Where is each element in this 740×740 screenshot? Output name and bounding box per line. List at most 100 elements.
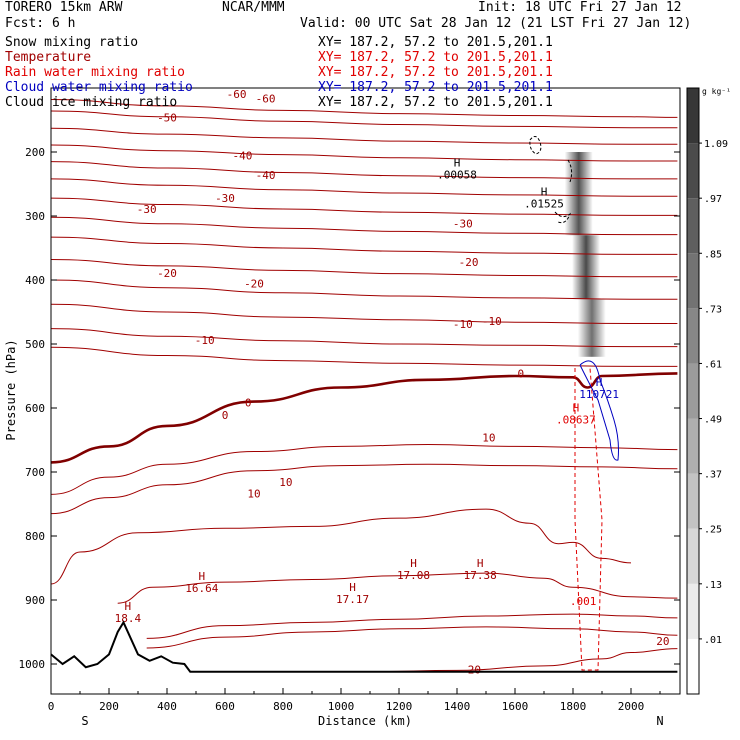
y-tick-label: 600 [25, 402, 45, 415]
x-tick-label: 600 [215, 700, 235, 713]
isotherm [51, 443, 678, 495]
high-marker: H [454, 157, 461, 170]
terrain-line [50, 620, 678, 673]
high-marker: H [410, 557, 417, 570]
isotherm-label: -60 [256, 93, 276, 106]
isotherm-label: 10 [279, 476, 292, 489]
x-tick-label: 1200 [386, 700, 413, 713]
isotherm [51, 110, 678, 129]
high-value: .00058 [437, 169, 477, 182]
snow-shade-band [572, 235, 601, 300]
high-value: .08637 [556, 414, 596, 427]
colorbar-frame [686, 87, 700, 695]
contour-labels: -60 -60-50-40-40-30-30-30-20-20-20-10 -10-… [115, 88, 670, 676]
colorbar-unit: g kg⁻¹ [702, 87, 731, 96]
isotherm [51, 144, 678, 162]
init-time: Init: 18 UTC Fri 27 Jan 12 [478, 0, 682, 15]
isotherm [51, 178, 678, 197]
isotherm [51, 99, 678, 118]
x-tick-label: 800 [273, 700, 293, 713]
temperature-contours [51, 99, 678, 673]
isotherm [117, 572, 678, 604]
isotherm-label: -40 [232, 150, 252, 163]
x-tick-label: 400 [157, 700, 177, 713]
isotherm [51, 197, 678, 216]
y-tick-label: 200 [25, 146, 45, 159]
x-tick-label: 0 [48, 700, 55, 713]
isotherm [51, 127, 678, 145]
isotherm-label: -30 [215, 192, 235, 205]
x-tick-label: 1600 [502, 700, 529, 713]
colorbar-label: .73 [704, 304, 722, 315]
colorbar-label: 1.09 [704, 139, 728, 150]
isotherm [51, 161, 678, 180]
isotherm [51, 328, 678, 348]
isotherm [51, 463, 678, 515]
colorbar-label: .61 [704, 359, 722, 370]
y-tick-label: 800 [25, 530, 45, 543]
y-tick-label: 700 [25, 466, 45, 479]
colorbar: .01 .13 .25 .37 .49 .61 .73 .85 .97 1.09 g kg⁻¹ [686, 87, 731, 695]
isotherm-label: -60 [227, 88, 247, 101]
high-marker: H [125, 600, 132, 613]
field-xy: XY= 187.2, 57.2 to 201.5,201.1 [318, 65, 553, 80]
isotherm-label: -40 [256, 169, 276, 182]
forecast-hour: Fcst: 6 h [5, 16, 76, 31]
high-marker: H [198, 570, 205, 583]
isotherm-label: 0 [222, 409, 229, 422]
y-tick-label: 500 [25, 338, 45, 351]
snow-shade-band [564, 152, 593, 236]
high-value: 16.64 [185, 582, 218, 595]
isotherm [51, 259, 678, 278]
isotherm-label: -50 [157, 111, 177, 124]
field-name: Rain water mixing ratio [5, 65, 186, 80]
isotherm-label: 0 [245, 397, 252, 410]
isotherm-label: -10 [195, 334, 215, 347]
high-value: .01525 [524, 197, 564, 210]
rain-contour [574, 367, 603, 671]
colorbar-swatch [687, 253, 699, 309]
y-axis-label: Pressure (hPa) [4, 339, 18, 440]
cloud-ice-contour [554, 211, 572, 224]
colorbar-swatch [687, 88, 699, 144]
high-value: 17.38 [464, 569, 497, 582]
rain-contour-label: .001 [570, 595, 597, 608]
high-value: 17.17 [336, 593, 369, 606]
isotherm [51, 279, 678, 300]
isotherm-label: 10 [482, 431, 495, 444]
isotherm-label: -20 [244, 278, 264, 291]
colorbar-label: .01 [704, 635, 722, 646]
colorbar-swatch [687, 583, 699, 639]
field-name: Cloud water mixing ratio [5, 80, 193, 95]
isotherm-label: -10 [482, 315, 502, 328]
x-tick-label: 200 [99, 700, 119, 713]
isotherm-label: 20 [468, 664, 481, 677]
colorbar-swatch [687, 363, 699, 419]
colorbar-label: .13 [704, 580, 722, 591]
colorbar-swatch [687, 528, 699, 584]
cloud-water-contour [579, 360, 619, 461]
field-name: Temperature [5, 50, 92, 65]
field-xy: XY= 187.2, 57.2 to 201.5,201.1 [318, 95, 553, 110]
colorbar-swatch [687, 473, 699, 529]
field-xy: XY= 187.2, 57.2 to 201.5,201.1 [318, 80, 553, 95]
isotherm [146, 626, 678, 649]
colorbar-label: .85 [704, 249, 722, 260]
cloud-ice-contour [567, 159, 573, 183]
isotherm-label: -10 [453, 318, 473, 331]
y-tick-label: 400 [25, 274, 45, 287]
high-value: 110721 [579, 388, 619, 401]
high-marker: H [541, 185, 548, 198]
high-marker: H [596, 376, 603, 389]
isotherm [51, 216, 678, 236]
colorbar-swatch [687, 198, 699, 254]
field-name: Snow mixing ratio [5, 35, 139, 50]
colorbar-label: .25 [704, 525, 722, 536]
isotherm-label: 10 [247, 488, 260, 501]
isotherm-label: -20 [459, 256, 479, 269]
x-tick-label: 1000 [328, 700, 355, 713]
field-xy: XY= 187.2, 57.2 to 201.5,201.1 [318, 35, 553, 50]
x-axis-label: Distance (km) [318, 714, 412, 728]
plot-frame [50, 87, 681, 695]
